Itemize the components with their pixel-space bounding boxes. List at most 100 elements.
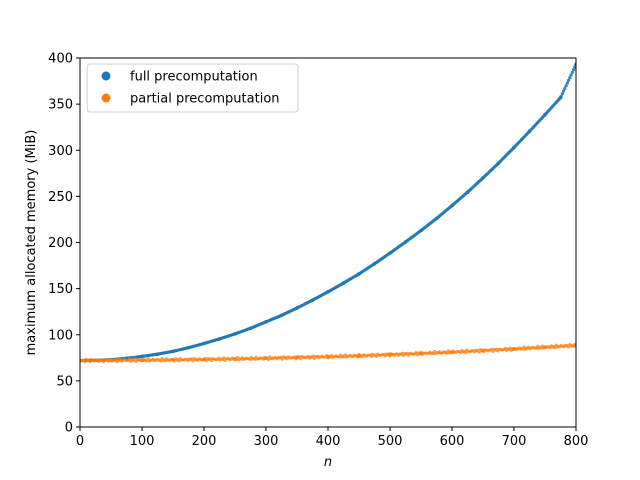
data-point bbox=[310, 298, 315, 302]
x-tick-label: 400 bbox=[316, 434, 341, 449]
data-point bbox=[522, 345, 526, 349]
data-point bbox=[171, 349, 175, 354]
data-point bbox=[573, 65, 576, 69]
data-point bbox=[100, 358, 104, 362]
data-point bbox=[568, 76, 572, 80]
data-point bbox=[295, 355, 299, 360]
data-point bbox=[128, 357, 132, 361]
data-point bbox=[512, 347, 516, 351]
y-tick-label: 150 bbox=[48, 282, 73, 297]
data-point bbox=[570, 70, 574, 75]
data-point bbox=[102, 360, 106, 364]
data-point bbox=[159, 359, 163, 363]
data-point bbox=[343, 353, 347, 357]
data-point bbox=[465, 190, 470, 195]
data-point bbox=[372, 261, 377, 266]
data-point bbox=[202, 357, 206, 362]
data-point bbox=[414, 350, 418, 354]
data-point bbox=[279, 313, 284, 318]
data-point bbox=[235, 355, 239, 359]
data-point bbox=[204, 359, 208, 363]
data-point bbox=[527, 129, 532, 134]
data-point bbox=[190, 357, 194, 361]
data-point bbox=[543, 345, 547, 350]
data-point bbox=[248, 326, 253, 331]
data-point bbox=[388, 352, 392, 357]
data-point bbox=[434, 216, 439, 221]
legend: full precomputation partial precomputatio… bbox=[86, 63, 299, 113]
data-point bbox=[140, 354, 144, 359]
x-tick-label: 500 bbox=[378, 434, 403, 449]
data-point bbox=[146, 357, 150, 361]
data-point bbox=[419, 351, 423, 356]
data-point bbox=[342, 355, 346, 359]
data-point bbox=[477, 350, 481, 354]
legend-label: partial precomputation bbox=[130, 92, 280, 107]
data-point bbox=[563, 86, 567, 90]
x-tick-label: 600 bbox=[440, 434, 465, 449]
y-tick-label: 400 bbox=[48, 52, 73, 67]
data-point bbox=[171, 358, 175, 362]
data-point bbox=[326, 290, 330, 294]
data-point bbox=[374, 354, 378, 358]
data-point bbox=[481, 176, 485, 180]
data-point bbox=[558, 95, 563, 100]
data-point bbox=[133, 357, 137, 361]
data-point bbox=[419, 228, 423, 233]
data-point bbox=[450, 203, 454, 208]
data-point bbox=[400, 351, 404, 355]
data-point bbox=[490, 347, 494, 351]
data-point bbox=[565, 81, 569, 85]
data-point bbox=[191, 359, 195, 363]
data-point bbox=[369, 355, 373, 359]
data-point bbox=[202, 341, 206, 346]
data-point bbox=[403, 240, 408, 244]
data-point bbox=[569, 73, 573, 77]
y-tick-label: 0 bbox=[65, 421, 73, 436]
data-point bbox=[140, 358, 144, 362]
x-tick-label: 800 bbox=[564, 434, 589, 449]
y-tick-label: 50 bbox=[56, 374, 73, 389]
data-point bbox=[326, 354, 330, 359]
x-tick-label: 0 bbox=[76, 434, 84, 449]
data-point bbox=[83, 360, 87, 364]
x-tick-label: 200 bbox=[192, 434, 217, 449]
data-point bbox=[512, 145, 516, 150]
y-tick-label: 100 bbox=[48, 328, 73, 343]
data-point bbox=[264, 320, 268, 324]
data-point bbox=[357, 272, 361, 276]
data-point bbox=[233, 357, 237, 361]
y-tick-label: 300 bbox=[48, 144, 73, 159]
data-point bbox=[446, 349, 450, 353]
data-point bbox=[388, 251, 392, 255]
data-point bbox=[431, 352, 435, 356]
data-point bbox=[567, 345, 571, 349]
data-point bbox=[295, 306, 299, 310]
data-point bbox=[402, 354, 406, 358]
data-point bbox=[222, 356, 226, 360]
series-group bbox=[80, 62, 576, 364]
data-point bbox=[553, 346, 557, 350]
data-point bbox=[543, 112, 547, 117]
data-point bbox=[464, 351, 468, 355]
legend-marker bbox=[101, 71, 111, 81]
data-point bbox=[299, 357, 303, 361]
data-point bbox=[536, 344, 540, 348]
legend-label: full precomputation bbox=[130, 70, 258, 85]
data-point bbox=[186, 345, 191, 350]
x-tick-label: 300 bbox=[254, 434, 279, 449]
x-axis-label: n bbox=[324, 455, 332, 470]
data-point bbox=[566, 78, 571, 82]
y-tick-label: 350 bbox=[48, 98, 73, 113]
data-point bbox=[248, 357, 252, 361]
y-tick-label: 250 bbox=[48, 190, 73, 205]
data-point bbox=[433, 349, 437, 353]
data-point bbox=[450, 350, 454, 354]
data-point bbox=[177, 359, 181, 363]
data-point bbox=[311, 354, 315, 358]
series-1 bbox=[80, 342, 576, 364]
x-tick-label: 100 bbox=[130, 434, 155, 449]
data-point bbox=[145, 359, 149, 363]
data-point bbox=[562, 89, 566, 93]
